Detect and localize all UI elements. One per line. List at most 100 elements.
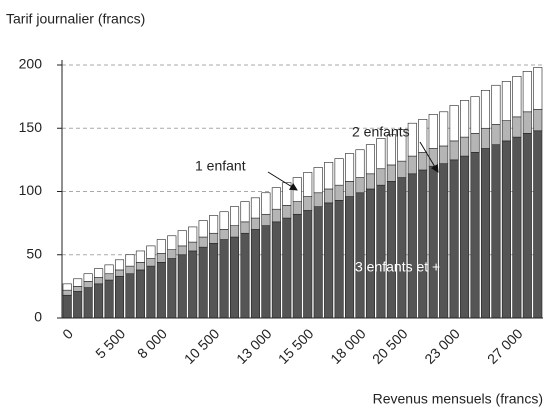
- bar-segment: [365, 188, 375, 319]
- bar-segment: [104, 279, 114, 319]
- bar-segment: [345, 181, 355, 197]
- bar-segment: [407, 173, 417, 319]
- bar-segment: [355, 149, 365, 178]
- bar-segment: [386, 181, 396, 319]
- bar-segment: [94, 277, 104, 285]
- bar-segment: [428, 165, 438, 319]
- bar-segment: [62, 289, 72, 296]
- bar-segment: [522, 133, 532, 319]
- x-tick-label: 0: [59, 325, 76, 342]
- bar-segment: [449, 140, 459, 161]
- bar-segment: [439, 111, 449, 147]
- bar-segment: [230, 236, 240, 319]
- bar-segment: [104, 273, 114, 281]
- bar-segment: [125, 265, 135, 275]
- x-axis-label: Revenus mensuels (francs): [373, 391, 543, 407]
- bar-segment: [501, 140, 511, 319]
- bar-segment: [386, 134, 396, 166]
- bar-segment: [125, 254, 135, 267]
- bar-segment: [512, 76, 522, 118]
- bar-segment: [365, 173, 375, 190]
- bar-segment: [324, 162, 334, 190]
- x-tick-label: 27 000: [484, 325, 526, 367]
- bar-segment: [188, 250, 198, 319]
- bar-segment: [156, 253, 166, 263]
- bar-segment: [470, 96, 480, 134]
- bar-segment: [522, 111, 532, 134]
- bar-segment: [282, 217, 292, 319]
- bar-segment: [250, 229, 260, 319]
- bar-segment: [460, 100, 470, 138]
- bar-segment: [491, 144, 501, 319]
- bar-segment: [83, 273, 93, 282]
- bar-segment: [156, 262, 166, 319]
- bar-segment: [250, 217, 260, 230]
- bar-segment: [146, 258, 156, 267]
- bar-segment: [470, 133, 480, 153]
- bar-segment: [261, 192, 271, 215]
- bar-segment: [491, 84, 501, 125]
- bar-segment: [167, 258, 177, 319]
- x-tick-label: 23 000: [421, 325, 463, 367]
- bar-segment: [365, 144, 375, 175]
- annotation: 2 enfants: [352, 124, 410, 140]
- x-tick-label: 5 500: [92, 325, 128, 361]
- bar-segment: [167, 235, 177, 250]
- x-tick-label: 20 500: [369, 325, 411, 367]
- bar-segment: [282, 205, 292, 219]
- arrow: [267, 171, 298, 191]
- bar-segment: [397, 129, 407, 162]
- bar-segment: [397, 160, 407, 178]
- bar-segment: [240, 232, 250, 319]
- bar-segment: [125, 273, 135, 319]
- bar-segment: [439, 163, 449, 319]
- bar-segment: [512, 136, 522, 319]
- bar-segment: [177, 254, 187, 319]
- bar-segment: [188, 226, 198, 243]
- bar-segment: [271, 221, 281, 319]
- bar-segment: [480, 90, 491, 129]
- bar-segment: [271, 208, 281, 223]
- bar-segment: [94, 268, 104, 278]
- bar-segment: [83, 281, 93, 288]
- annotation: 3 enfants et +: [355, 259, 440, 275]
- bar-segment: [146, 265, 156, 319]
- bar-segment: [512, 116, 522, 138]
- bar-segment: [219, 239, 229, 319]
- bar-segment: [209, 215, 219, 234]
- bar-segment: [114, 269, 125, 277]
- bar-segment: [313, 206, 323, 319]
- bar-segment: [355, 192, 365, 319]
- bar-segment: [533, 67, 543, 110]
- bar-segment: [261, 213, 271, 226]
- bar-segment: [491, 124, 501, 145]
- bar-segment: [114, 259, 125, 271]
- bar-segment: [209, 232, 219, 244]
- annotation: 1 enfant: [195, 158, 246, 174]
- bar-segment: [292, 213, 302, 319]
- x-tick-label: 13 000: [233, 325, 275, 367]
- x-tick-label: 15 500: [275, 325, 317, 367]
- bar-segment: [480, 127, 491, 149]
- bar-segment: [313, 192, 323, 207]
- bar-segment: [261, 225, 271, 319]
- y-tick-label: 50: [26, 245, 42, 261]
- x-tick-label: 10 500: [181, 325, 223, 367]
- bar-segment: [501, 120, 511, 142]
- y-tick-label: 200: [19, 56, 43, 72]
- bar-segment: [324, 202, 334, 319]
- bar-segment: [376, 168, 386, 186]
- bar-segment: [345, 196, 355, 319]
- bar-segment: [376, 138, 386, 170]
- bar-segment: [355, 177, 365, 194]
- bar-segment: [198, 236, 208, 248]
- bar-segment: [533, 108, 543, 132]
- bar-segment: [156, 239, 166, 254]
- bar-segment: [501, 81, 511, 121]
- bar-segment: [282, 182, 292, 206]
- bar-segment: [135, 269, 145, 319]
- bar-segment: [104, 264, 114, 275]
- bar-segment: [522, 71, 532, 113]
- bar-segment: [146, 245, 156, 259]
